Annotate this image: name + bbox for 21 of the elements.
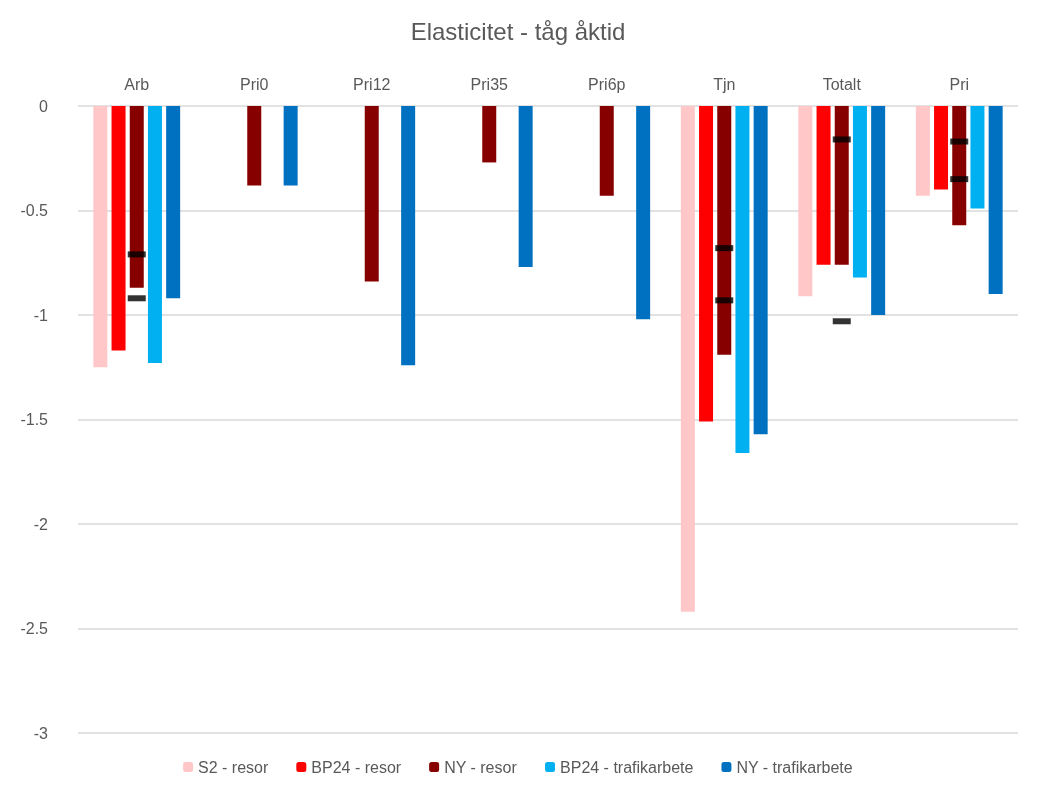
x-tick-label: Pri35 — [470, 75, 509, 93]
x-tick-label: Arb — [124, 75, 150, 93]
x-tick-label: Tjn — [713, 75, 736, 93]
chart-title: Elasticitet - tåg åktid — [410, 17, 626, 45]
legend-label: NY - resor — [444, 758, 518, 776]
y-tick-label: -1.5 — [20, 411, 49, 428]
y-tick-label: -3 — [33, 724, 49, 742]
legend-label: BP24 - resor — [311, 758, 402, 776]
legend-label: NY - trafikarbete — [736, 758, 853, 776]
x-tick-label: Totalt — [822, 75, 862, 93]
x-tick-label: Pri12 — [353, 75, 391, 93]
y-tick-label: -2.5 — [20, 620, 49, 637]
y-tick-label: -0.5 — [20, 202, 49, 219]
y-tick-label: 0 — [39, 97, 49, 115]
y-tick-label: -2 — [33, 515, 49, 533]
legend-label: BP24 - trafikarbete — [560, 758, 694, 776]
legend-label: S2 - resor — [198, 758, 269, 776]
x-tick-label: Pri — [949, 75, 970, 93]
x-tick-label: Pri6p — [588, 75, 626, 93]
y-tick-label: -1 — [33, 306, 49, 324]
x-tick-label: Pri0 — [240, 75, 269, 93]
